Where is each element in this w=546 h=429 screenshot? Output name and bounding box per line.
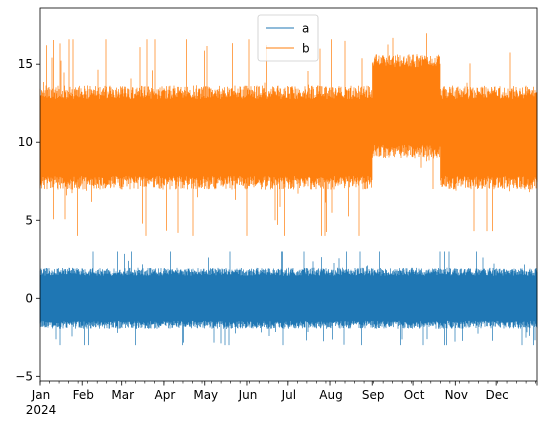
y-tick-label: 15 xyxy=(18,57,33,71)
axes-layer: −5 0 5 10 15 Jan Feb Mar Apr May Jun Jul Aug Sep Oct No… xyxy=(15,7,538,417)
legend: ab xyxy=(257,14,319,62)
x-year-label: 2024 xyxy=(26,403,57,417)
legend-box xyxy=(257,14,319,62)
x-tick-label: Feb xyxy=(73,388,94,402)
y-tick-label: 5 xyxy=(25,213,33,227)
x-tick-label: Jul xyxy=(281,388,296,402)
x-tick-label: May xyxy=(193,388,218,402)
y-tick-label: 0 xyxy=(25,291,33,305)
plot-frame xyxy=(39,7,538,382)
x-tick-label: Nov xyxy=(445,388,468,402)
x-tick-label: Oct xyxy=(404,388,425,402)
x-tick-label: Sep xyxy=(362,388,385,402)
x-tick-label: Jun xyxy=(238,388,258,402)
x-tick-label: Mar xyxy=(111,388,134,402)
y-tick-label: −5 xyxy=(15,369,33,383)
x-tick-label: Aug xyxy=(319,388,342,402)
x-tick-label: Dec xyxy=(486,388,509,402)
legend-label-a: a xyxy=(302,22,309,36)
x-tick-label: Apr xyxy=(155,388,176,402)
y-tick-label: 10 xyxy=(18,135,33,149)
x-tick-label: Jan xyxy=(31,388,51,402)
legend-label-b: b xyxy=(302,42,310,56)
